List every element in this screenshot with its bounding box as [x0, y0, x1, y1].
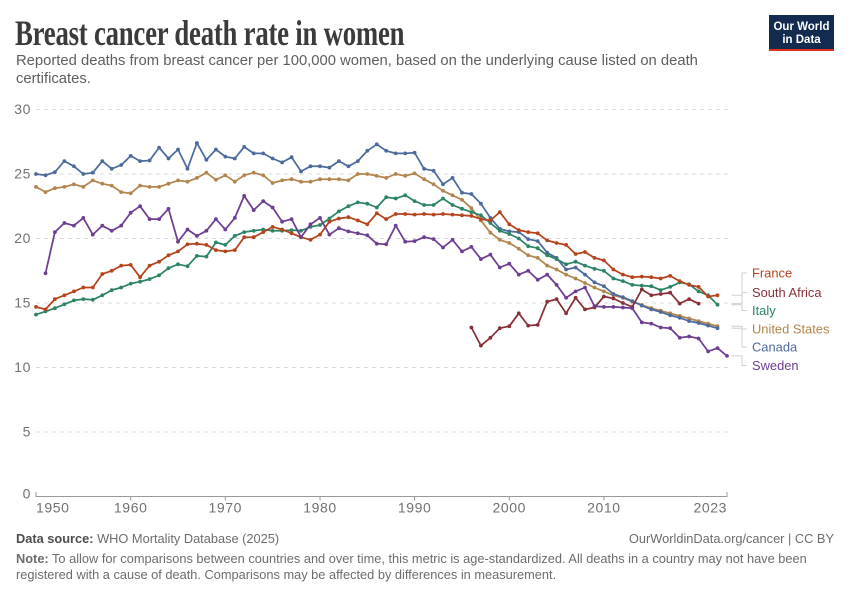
svg-text:Sweden: Sweden — [752, 358, 799, 373]
svg-text:South Africa: South Africa — [752, 285, 822, 300]
svg-text:Italy: Italy — [752, 303, 776, 318]
svg-text:1970: 1970 — [209, 500, 243, 516]
svg-text:20: 20 — [14, 230, 31, 246]
svg-text:United States: United States — [752, 322, 829, 337]
svg-text:5: 5 — [23, 423, 31, 439]
svg-text:15: 15 — [14, 294, 31, 310]
svg-text:1950: 1950 — [36, 500, 70, 516]
svg-text:30: 30 — [14, 101, 31, 117]
svg-text:1990: 1990 — [398, 500, 432, 516]
svg-text:1980: 1980 — [303, 500, 337, 516]
svg-text:2023: 2023 — [693, 500, 727, 516]
svg-text:0: 0 — [23, 486, 31, 502]
svg-text:2010: 2010 — [587, 500, 621, 516]
svg-text:2000: 2000 — [493, 500, 527, 516]
svg-text:Canada: Canada — [752, 340, 798, 355]
svg-text:France: France — [752, 266, 792, 281]
svg-text:25: 25 — [14, 165, 31, 181]
svg-text:10: 10 — [14, 359, 31, 375]
svg-text:1960: 1960 — [114, 500, 148, 516]
